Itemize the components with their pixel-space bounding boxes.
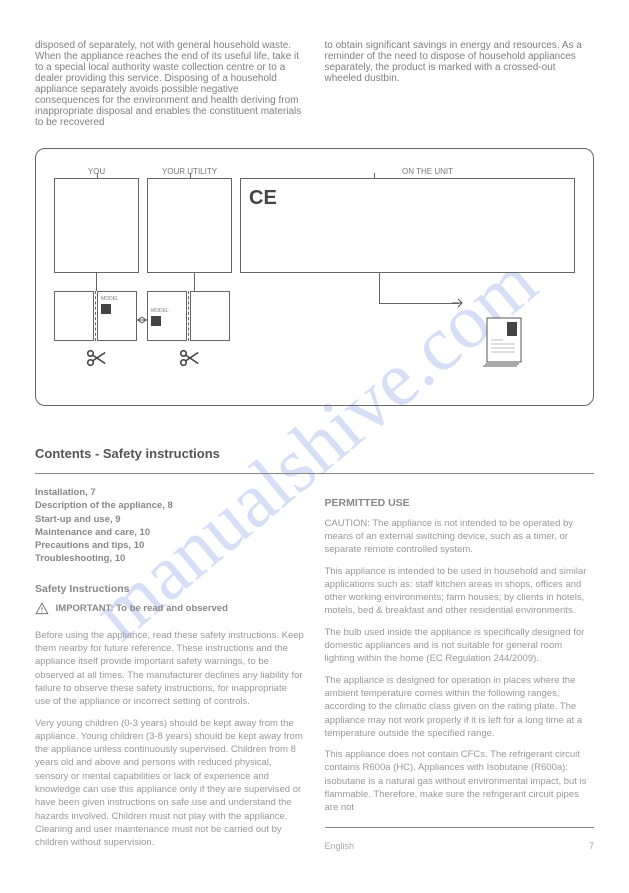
model-slot-1 [54, 291, 94, 341]
safety-p5: The bulb used inside the appliance is sp… [325, 626, 595, 666]
permitted-use-title: PERMITTED USE [325, 496, 595, 511]
intro-col1: disposed of separately, not with general… [35, 40, 305, 128]
booklet-icon [477, 314, 535, 375]
diagram-box-you [54, 178, 139, 273]
diagram-box-utility [147, 178, 232, 273]
lower-diagram: MODEL MODEL [54, 291, 575, 375]
contents-item: Installation, 7 [35, 486, 305, 499]
safety-p4: This appliance is intended to be used in… [325, 565, 595, 618]
diagram-box-unit: CE [240, 178, 575, 273]
warning-icon [35, 602, 49, 620]
scissors-icon [85, 347, 107, 375]
model-slot-2 [190, 291, 230, 341]
safety-p7: This appliance does not contain CFCs. Th… [325, 748, 595, 814]
model-label-1: MODEL [97, 291, 137, 341]
diagram-label-3: ON THE UNIT [240, 167, 575, 176]
diagram-container: YOU YOUR UTILITY ON THE UNIT CE MODEL [35, 148, 594, 406]
scissors-icon-2 [178, 347, 200, 375]
safety-warn: IMPORTANT: To be read and observed [56, 603, 228, 614]
contents-item: Precautions and tips, 10 [35, 539, 305, 552]
model-label-2: MODEL [147, 291, 187, 341]
contents-item: Troubleshooting, 10 [35, 552, 305, 565]
footer-lang: English [325, 840, 355, 853]
safety-p2: Very young children (0-3 years) should b… [35, 717, 305, 850]
contents-item: Maintenance and care, 10 [35, 526, 305, 539]
safety-p3: CAUTION: The appliance is not intended t… [325, 517, 595, 557]
contents-item: Description of the appliance, 8 [35, 499, 305, 512]
page-number: 7 [589, 840, 594, 853]
section-title: Contents - Safety instructions [35, 446, 594, 461]
ce-mark: CE [249, 187, 277, 209]
safety-p6: The appliance is designed for operation … [325, 674, 595, 740]
contents-item: Start-up and use, 9 [35, 513, 305, 526]
safety-p1: Before using the appliance, read these s… [35, 629, 305, 709]
intro-col2: to obtain significant savings in energy … [325, 40, 595, 128]
page-content: disposed of separately, not with general… [35, 40, 594, 858]
safety-title: Safety Instructions [35, 582, 305, 597]
